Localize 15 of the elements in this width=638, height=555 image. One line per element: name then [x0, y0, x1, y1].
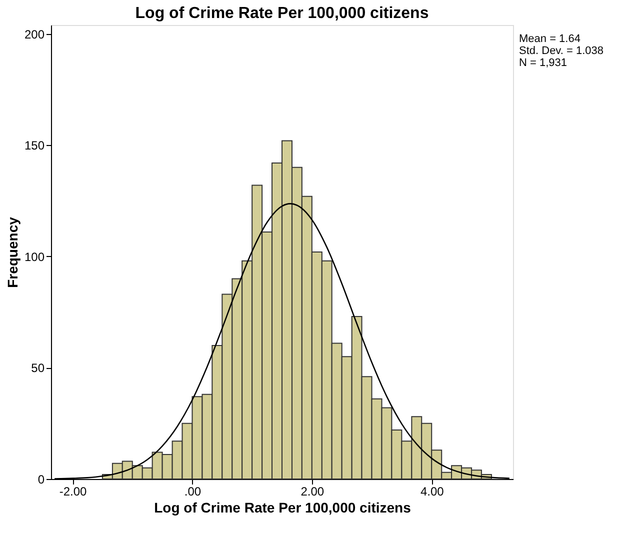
y-tick-label: 150	[24, 138, 45, 153]
y-tick-label: 100	[24, 250, 45, 264]
y-tick-label: 50	[31, 361, 45, 376]
y-axis-title: Frequency	[4, 216, 20, 288]
text: N = 1,931	[519, 57, 568, 69]
x-tick-label: 4.00	[420, 484, 444, 498]
y-tick-label: 0	[38, 472, 45, 486]
text: Std. Dev. = 1.038	[519, 45, 604, 57]
x-tick-label: 2.00	[300, 484, 324, 498]
x-axis-title: Log of Crime Rate Per 100,000 citizens	[154, 500, 412, 516]
x-tick-label: .00	[184, 484, 202, 498]
chart-title: Log of Crime Rate Per 100,000 citizens	[135, 5, 429, 22]
x-tick-label: -2.00	[59, 484, 88, 498]
text: Mean = 1.64	[519, 33, 580, 45]
y-tick-label: 200	[24, 27, 45, 42]
